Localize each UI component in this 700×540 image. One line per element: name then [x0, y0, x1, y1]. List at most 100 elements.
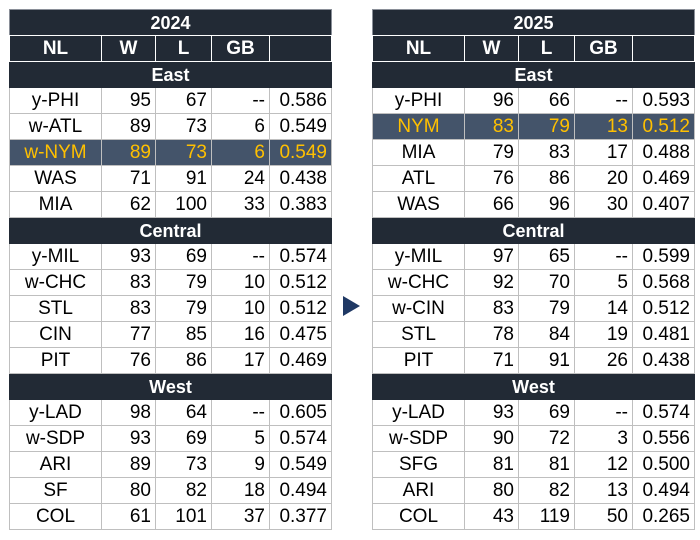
column-header-games-back: GB [574, 35, 633, 62]
table-row: NYM 83 79 13 0.512 [372, 113, 695, 140]
table-row: SF 80 82 18 0.494 [9, 477, 332, 504]
team-name: y-LAD [372, 399, 465, 426]
win-pct-cell: 0.407 [632, 191, 695, 218]
team-name: y-PHI [9, 87, 102, 114]
wins-cell: 89 [101, 451, 156, 478]
win-pct-cell: 0.549 [269, 113, 332, 140]
win-pct-cell: 0.556 [632, 425, 695, 452]
wins-cell: 93 [101, 243, 156, 270]
losses-cell: 91 [155, 165, 212, 192]
win-pct-cell: 0.383 [269, 191, 332, 218]
team-name: MIA [9, 191, 102, 218]
triangle-right-icon [343, 296, 360, 316]
wins-cell: 89 [101, 139, 156, 166]
wins-cell: 83 [101, 269, 156, 296]
win-pct-cell: 0.512 [632, 295, 695, 322]
table-row: y-PHI 95 67 -- 0.586 [9, 87, 332, 114]
wins-cell: 76 [464, 165, 519, 192]
win-pct-cell: 0.549 [269, 139, 332, 166]
table-row: ATL 76 86 20 0.469 [372, 165, 695, 192]
wins-cell: 92 [464, 269, 519, 296]
standings-table-2024: 2024 NL W L GB East y-PHI 95 67 -- 0.586 w-ATL… [9, 9, 332, 530]
division-name: Central [9, 217, 332, 244]
games-back-cell: -- [211, 87, 270, 114]
games-back-cell: 5 [574, 269, 633, 296]
table-row: STL 78 84 19 0.481 [372, 321, 695, 348]
team-name: w-SDP [372, 425, 465, 452]
column-header-pct [269, 35, 332, 62]
losses-cell: 82 [518, 477, 575, 504]
division-name: East [372, 61, 695, 88]
games-back-cell: 13 [574, 113, 633, 140]
win-pct-cell: 0.574 [632, 399, 695, 426]
table-row: w-CIN 83 79 14 0.512 [372, 295, 695, 322]
wins-cell: 71 [464, 347, 519, 374]
team-name: SF [9, 477, 102, 504]
wins-cell: 95 [101, 87, 156, 114]
win-pct-cell: 0.568 [632, 269, 695, 296]
games-back-cell: 37 [211, 503, 270, 530]
team-name: ARI [9, 451, 102, 478]
games-back-cell: -- [211, 243, 270, 270]
wins-cell: 79 [464, 139, 519, 166]
win-pct-cell: 0.593 [632, 87, 695, 114]
losses-cell: 73 [155, 139, 212, 166]
wins-cell: 83 [101, 295, 156, 322]
games-back-cell: 33 [211, 191, 270, 218]
games-back-cell: 10 [211, 295, 270, 322]
wins-cell: 61 [101, 503, 156, 530]
wins-cell: 83 [464, 295, 519, 322]
wins-cell: 71 [101, 165, 156, 192]
wins-cell: 93 [101, 425, 156, 452]
team-name: w-NYM [9, 139, 102, 166]
losses-cell: 64 [155, 399, 212, 426]
division-name: West [9, 373, 332, 400]
games-back-cell: 5 [211, 425, 270, 452]
losses-cell: 86 [155, 347, 212, 374]
games-back-cell: 9 [211, 451, 270, 478]
table-row: y-MIL 97 65 -- 0.599 [372, 243, 695, 270]
win-pct-cell: 0.574 [269, 243, 332, 270]
team-name: COL [9, 503, 102, 530]
losses-cell: 69 [155, 243, 212, 270]
column-header-league: NL [9, 35, 102, 62]
team-name: ARI [372, 477, 465, 504]
win-pct-cell: 0.512 [269, 295, 332, 322]
win-pct-cell: 0.512 [632, 113, 695, 140]
games-back-cell: -- [574, 87, 633, 114]
column-header-wins: W [101, 35, 156, 62]
win-pct-cell: 0.494 [269, 477, 332, 504]
losses-cell: 69 [518, 399, 575, 426]
standings-2024-panel: 2024 NL W L GB East y-PHI 95 67 -- 0.586 w-ATL… [9, 9, 332, 530]
games-back-cell: 10 [211, 269, 270, 296]
games-back-cell: 17 [211, 347, 270, 374]
losses-cell: 66 [518, 87, 575, 114]
win-pct-cell: 0.605 [269, 399, 332, 426]
table-row: COL 43 119 50 0.265 [372, 503, 695, 530]
win-pct-cell: 0.494 [632, 477, 695, 504]
games-back-cell: 50 [574, 503, 633, 530]
wins-cell: 78 [464, 321, 519, 348]
table-row: y-PHI 96 66 -- 0.593 [372, 87, 695, 114]
team-name: y-LAD [9, 399, 102, 426]
wins-cell: 90 [464, 425, 519, 452]
win-pct-cell: 0.438 [632, 347, 695, 374]
division-header-row: West [372, 373, 695, 400]
team-name: NYM [372, 113, 465, 140]
win-pct-cell: 0.469 [269, 347, 332, 374]
losses-cell: 79 [155, 269, 212, 296]
games-back-cell: 6 [211, 113, 270, 140]
losses-cell: 79 [518, 113, 575, 140]
games-back-cell: 30 [574, 191, 633, 218]
table-row: ARI 80 82 13 0.494 [372, 477, 695, 504]
losses-cell: 91 [518, 347, 575, 374]
losses-cell: 83 [518, 139, 575, 166]
games-back-cell: 20 [574, 165, 633, 192]
wins-cell: 80 [101, 477, 156, 504]
losses-cell: 70 [518, 269, 575, 296]
wins-cell: 89 [101, 113, 156, 140]
table-row: WAS 66 96 30 0.407 [372, 191, 695, 218]
wins-cell: 77 [101, 321, 156, 348]
table-row: MIA 79 83 17 0.488 [372, 139, 695, 166]
column-header-league: NL [372, 35, 465, 62]
